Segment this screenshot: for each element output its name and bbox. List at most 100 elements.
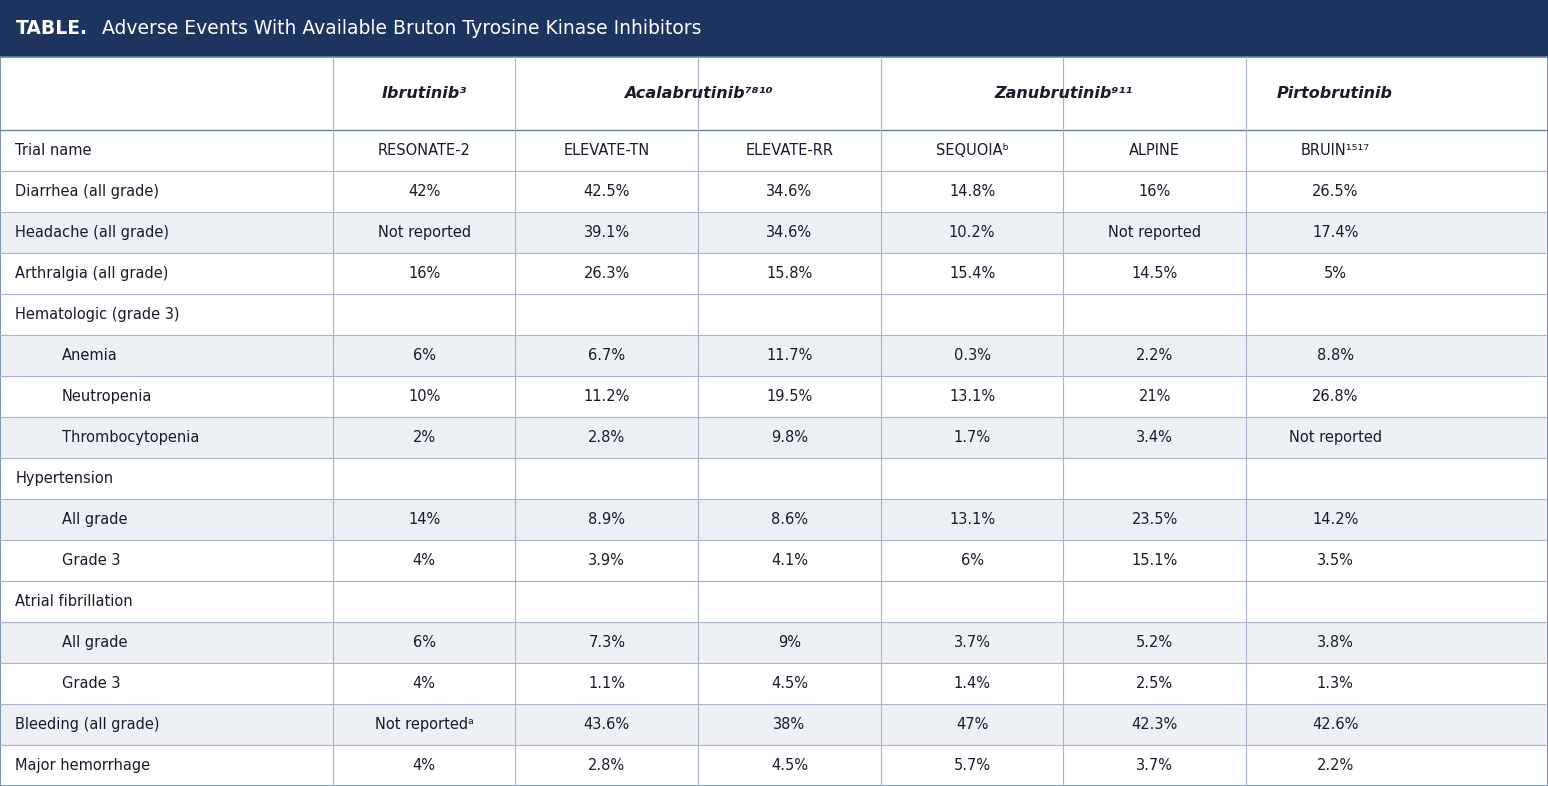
Text: 4.5%: 4.5%: [771, 676, 808, 691]
Text: 15.4%: 15.4%: [949, 266, 995, 281]
Text: 8.9%: 8.9%: [588, 512, 625, 527]
Text: Anemia: Anemia: [62, 348, 118, 363]
Text: Zanubrutinib⁹¹¹: Zanubrutinib⁹¹¹: [994, 86, 1133, 101]
Text: 42.5%: 42.5%: [584, 185, 630, 200]
Bar: [0, 499, 1548, 540]
Text: ALPINE: ALPINE: [1130, 144, 1180, 159]
Text: 16%: 16%: [1139, 185, 1170, 200]
Text: 26.5%: 26.5%: [1313, 185, 1358, 200]
Bar: [0, 0, 1548, 57]
Text: RESONATE-2: RESONATE-2: [378, 144, 471, 159]
Text: 4%: 4%: [413, 676, 435, 691]
Text: 8.6%: 8.6%: [771, 512, 808, 527]
Text: All grade: All grade: [62, 512, 127, 527]
Text: 42.6%: 42.6%: [1313, 717, 1358, 732]
Bar: [0, 376, 1548, 417]
Text: 39.1%: 39.1%: [584, 226, 630, 241]
Text: Acalabrutinib⁷⁸¹⁰: Acalabrutinib⁷⁸¹⁰: [624, 86, 772, 101]
Text: BRUIN¹⁵¹⁷: BRUIN¹⁵¹⁷: [1300, 144, 1370, 159]
Text: Atrial fibrillation: Atrial fibrillation: [15, 594, 133, 609]
Text: 3.9%: 3.9%: [588, 553, 625, 568]
Bar: [0, 540, 1548, 581]
Bar: [0, 212, 1548, 253]
Text: Bleeding (all grade): Bleeding (all grade): [15, 717, 159, 732]
Text: 0.3%: 0.3%: [954, 348, 991, 363]
Text: ELEVATE-RR: ELEVATE-RR: [746, 144, 833, 159]
Bar: [695, 57, 701, 130]
Text: 14.8%: 14.8%: [949, 185, 995, 200]
Text: 4%: 4%: [413, 553, 435, 568]
Text: SEQUOIAᵇ: SEQUOIAᵇ: [935, 144, 1009, 159]
Text: 4.5%: 4.5%: [771, 758, 808, 773]
Text: Hematologic (grade 3): Hematologic (grade 3): [15, 307, 180, 322]
Text: Not reported: Not reported: [1288, 430, 1382, 445]
Text: 2.2%: 2.2%: [1316, 758, 1354, 773]
Text: Headache (all grade): Headache (all grade): [15, 226, 169, 241]
Text: 42%: 42%: [409, 185, 440, 200]
Text: 2%: 2%: [413, 430, 435, 445]
Text: 15.1%: 15.1%: [1132, 553, 1178, 568]
Text: Pirtobrutinib: Pirtobrutinib: [1277, 86, 1393, 101]
Text: 47%: 47%: [957, 717, 988, 732]
Text: Neutropenia: Neutropenia: [62, 389, 152, 404]
Text: 4.1%: 4.1%: [771, 553, 808, 568]
Text: 21%: 21%: [1139, 389, 1170, 404]
Text: Major hemorrhage: Major hemorrhage: [15, 758, 150, 773]
Bar: [0, 57, 1548, 130]
Text: 1.3%: 1.3%: [1317, 676, 1353, 691]
Bar: [0, 171, 1548, 212]
Text: 3.7%: 3.7%: [954, 635, 991, 650]
Bar: [0, 417, 1548, 458]
Text: 23.5%: 23.5%: [1132, 512, 1178, 527]
Text: 10.2%: 10.2%: [949, 226, 995, 241]
Text: 13.1%: 13.1%: [949, 389, 995, 404]
Text: 1.7%: 1.7%: [954, 430, 991, 445]
Text: 2.8%: 2.8%: [588, 758, 625, 773]
Text: Adverse Events With Available Bruton Tyrosine Kinase Inhibitors: Adverse Events With Available Bruton Tyr…: [96, 19, 701, 39]
Bar: [0, 663, 1548, 704]
Text: 5.2%: 5.2%: [1136, 635, 1173, 650]
Text: 8.8%: 8.8%: [1317, 348, 1353, 363]
Bar: [0, 581, 1548, 622]
Text: 7.3%: 7.3%: [588, 635, 625, 650]
Text: 26.3%: 26.3%: [584, 266, 630, 281]
Text: 14%: 14%: [409, 512, 440, 527]
Bar: [0, 294, 1548, 336]
Text: 34.6%: 34.6%: [766, 185, 813, 200]
Text: Hypertension: Hypertension: [15, 472, 113, 487]
Text: Not reportedᵃ: Not reportedᵃ: [375, 717, 474, 732]
Text: Not reported: Not reported: [1108, 226, 1201, 241]
Text: 9.8%: 9.8%: [771, 430, 808, 445]
Text: 34.6%: 34.6%: [766, 226, 813, 241]
Text: 2.2%: 2.2%: [1136, 348, 1173, 363]
Text: TABLE.: TABLE.: [15, 19, 88, 39]
Text: Diarrhea (all grade): Diarrhea (all grade): [15, 185, 159, 200]
Bar: [0, 336, 1548, 376]
Text: 6.7%: 6.7%: [588, 348, 625, 363]
Text: 15.8%: 15.8%: [766, 266, 813, 281]
Bar: [0, 130, 1548, 171]
Text: 9%: 9%: [779, 635, 800, 650]
Text: 42.3%: 42.3%: [1132, 717, 1178, 732]
Text: 26.8%: 26.8%: [1313, 389, 1358, 404]
Text: 2.5%: 2.5%: [1136, 676, 1173, 691]
Bar: [0, 704, 1548, 745]
Text: 17.4%: 17.4%: [1313, 226, 1358, 241]
Text: All grade: All grade: [62, 635, 127, 650]
Text: 43.6%: 43.6%: [584, 717, 630, 732]
Text: 5%: 5%: [1324, 266, 1347, 281]
Text: 38%: 38%: [774, 717, 805, 732]
Text: 6%: 6%: [961, 553, 983, 568]
Text: 3.5%: 3.5%: [1317, 553, 1353, 568]
Bar: [0, 745, 1548, 786]
Text: Grade 3: Grade 3: [62, 676, 121, 691]
Text: 2.8%: 2.8%: [588, 430, 625, 445]
Text: 3.7%: 3.7%: [1136, 758, 1173, 773]
Text: 14.2%: 14.2%: [1313, 512, 1358, 527]
Text: 14.5%: 14.5%: [1132, 266, 1178, 281]
Bar: [0, 458, 1548, 499]
Text: Trial name: Trial name: [15, 144, 91, 159]
Text: 11.7%: 11.7%: [766, 348, 813, 363]
Text: 3.8%: 3.8%: [1317, 635, 1353, 650]
Text: 6%: 6%: [413, 635, 435, 650]
